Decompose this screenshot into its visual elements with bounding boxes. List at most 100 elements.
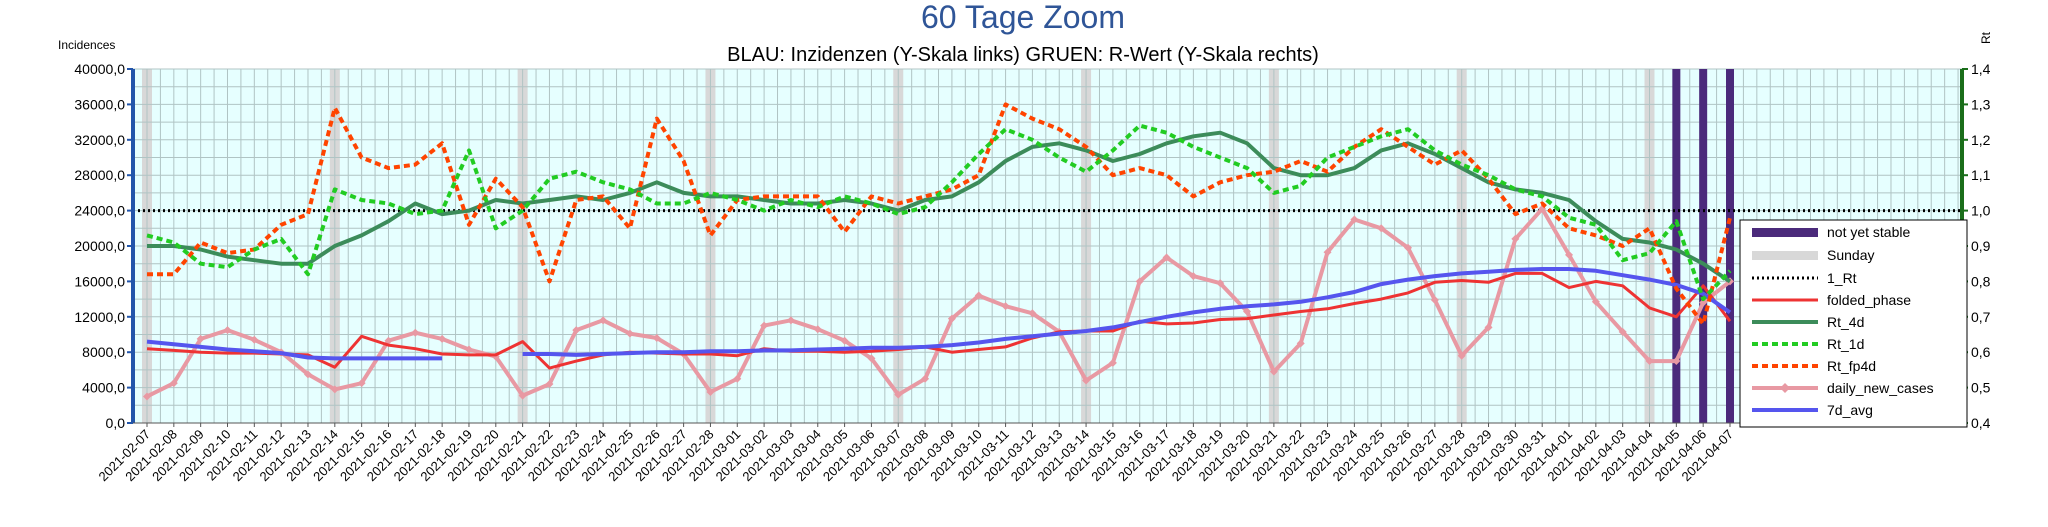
legend-item-not-yet-stable: not yet stable	[1752, 224, 1910, 240]
legend: not yet stable Sunday 1_Rt folded_phase …	[1739, 219, 1968, 428]
data-point-daily-new-cases	[1350, 215, 1359, 224]
data-point-daily-new-cases	[813, 325, 822, 334]
y-right-tick-label: 1,3	[1971, 96, 1991, 112]
data-point-daily-new-cases	[1216, 279, 1225, 288]
y-left-tick-label: 36000,0	[74, 96, 125, 112]
y-left-tick-label: 8000,0	[82, 344, 125, 360]
legend-swatch-not-yet-stable	[1752, 228, 1818, 237]
not-yet-stable-bar	[1726, 69, 1734, 423]
data-point-daily-new-cases	[1108, 358, 1117, 367]
not-yet-stable-bar	[1672, 69, 1681, 423]
series-line-rt-4d	[147, 130, 1732, 284]
data-point-daily-new-cases	[169, 379, 178, 388]
data-point-daily-new-cases	[1699, 298, 1708, 307]
y-left-tick-label: 24000,0	[74, 203, 125, 219]
data-point-daily-new-cases	[974, 291, 983, 300]
data-point-daily-new-cases	[1565, 250, 1574, 259]
data-point-daily-new-cases	[1323, 248, 1332, 257]
legend-swatch-sunday	[1752, 251, 1818, 260]
y-right-tick-label: 1,1	[1971, 167, 1991, 183]
data-point-daily-new-cases	[1484, 323, 1493, 332]
legend-item-folded-phase: folded_phase	[1752, 292, 1911, 308]
series-lines	[143, 102, 1734, 401]
y-right-tick-label: 0,7	[1971, 309, 1991, 325]
legend-item-7d-avg: 7d_avg	[1752, 402, 1873, 418]
plot-area	[133, 68, 1962, 424]
data-point-daily-new-cases	[1404, 243, 1413, 252]
y-axis-right-ticks: 0,4 0,5 0,6 0,7 0,8 0,9 1,0 1,1 1,2 1,3 1,4	[1962, 61, 1991, 431]
data-point-daily-new-cases	[1430, 295, 1439, 304]
y-axis-left-label: Incidences	[58, 38, 115, 52]
data-point-daily-new-cases	[1511, 234, 1520, 243]
data-point-daily-new-cases	[518, 391, 527, 400]
y-right-tick-label: 0,4	[1971, 415, 1991, 431]
legend-item-rt-1d: Rt_1d	[1752, 336, 1864, 352]
legend-item-1-rt: 1_Rt	[1752, 270, 1857, 286]
y-left-tick-label: 0,0	[106, 415, 126, 431]
data-point-daily-new-cases	[1135, 277, 1144, 286]
legend-item-daily-new-cases: daily_new_cases	[1752, 380, 1934, 396]
not-yet-stable-bars	[1672, 69, 1734, 423]
x-axis-ticks: 2021-02-072021-02-082021-02-092021-02-10…	[95, 423, 1736, 484]
data-point-daily-new-cases	[545, 380, 554, 389]
series-line-7d-avg	[146, 267, 1732, 361]
data-point-daily-new-cases	[1672, 357, 1681, 366]
data-point-daily-new-cases	[1457, 351, 1466, 360]
data-point-daily-new-cases	[250, 335, 259, 344]
data-point-daily-new-cases	[867, 354, 876, 363]
data-point-daily-new-cases	[411, 328, 420, 337]
series-line-folded-phase	[146, 271, 1732, 370]
data-point-daily-new-cases	[1189, 272, 1198, 281]
legend-label-folded-phase: folded_phase	[1827, 292, 1911, 308]
y-axis-right-label: Rt	[1979, 31, 1993, 44]
grid-lines	[133, 68, 1962, 424]
data-point-daily-new-cases	[143, 392, 151, 401]
y-right-tick-label: 1,2	[1971, 132, 1991, 148]
y-right-tick-label: 0,6	[1971, 344, 1991, 360]
data-point-daily-new-cases	[706, 388, 715, 397]
chart-subtitle: BLAU: Inzidenzen (Y-Skala links) GRUEN: …	[727, 44, 1319, 66]
data-point-daily-new-cases	[357, 379, 366, 388]
legend-item-sunday: Sunday	[1752, 247, 1874, 263]
data-point-daily-new-cases	[464, 345, 473, 354]
y-right-tick-label: 0,8	[1971, 273, 1991, 289]
data-point-daily-new-cases	[1377, 224, 1386, 233]
y-left-tick-label: 4000,0	[82, 380, 125, 396]
data-point-daily-new-cases	[384, 336, 393, 345]
series-line-rt-1d	[146, 123, 1732, 302]
data-point-daily-new-cases	[1162, 253, 1171, 262]
y-axis-left-ticks: 0,0 4000,0 8000,0 12000,0 16000,0 20000,0 2400…	[74, 61, 133, 431]
y-left-tick-label: 16000,0	[74, 273, 125, 289]
chart-title: 60 Tage Zoom	[921, 0, 1125, 35]
data-point-daily-new-cases	[760, 321, 769, 330]
y-left-tick-label: 40000,0	[74, 61, 125, 77]
data-point-daily-new-cases	[947, 314, 956, 323]
y-left-tick-label: 32000,0	[74, 132, 125, 148]
legend-label-7d-avg: 7d_avg	[1827, 402, 1873, 418]
data-point-daily-new-cases	[652, 334, 661, 343]
data-point-daily-new-cases	[303, 370, 312, 379]
not-yet-stable-bar	[1699, 69, 1708, 423]
legend-item-rt-fp4d: Rt_fp4d	[1752, 358, 1876, 374]
y-left-tick-label: 12000,0	[74, 309, 125, 325]
data-point-daily-new-cases	[921, 374, 930, 383]
data-point-daily-new-cases	[223, 326, 232, 335]
legend-label-daily-new-cases: daily_new_cases	[1827, 380, 1934, 396]
legend-label-sunday: Sunday	[1827, 247, 1874, 263]
data-point-daily-new-cases	[1269, 367, 1278, 376]
legend-marker-daily-new-cases	[1780, 383, 1790, 393]
data-point-daily-new-cases	[1243, 307, 1252, 316]
y-right-tick-label: 0,5	[1971, 380, 1991, 396]
legend-label-rt-1d: Rt_1d	[1827, 336, 1864, 352]
y-right-tick-label: 0,9	[1971, 238, 1991, 254]
data-point-daily-new-cases	[894, 390, 903, 399]
data-point-daily-new-cases	[840, 336, 849, 345]
data-point-daily-new-cases	[625, 329, 634, 338]
y-right-tick-label: 1,4	[1971, 61, 1991, 77]
y-left-tick-label: 20000,0	[74, 238, 125, 254]
legend-label-not-yet-stable: not yet stable	[1827, 224, 1910, 240]
legend-label-1-rt: 1_Rt	[1827, 270, 1857, 286]
data-point-daily-new-cases	[1618, 327, 1627, 336]
data-point-daily-new-cases	[438, 334, 447, 343]
